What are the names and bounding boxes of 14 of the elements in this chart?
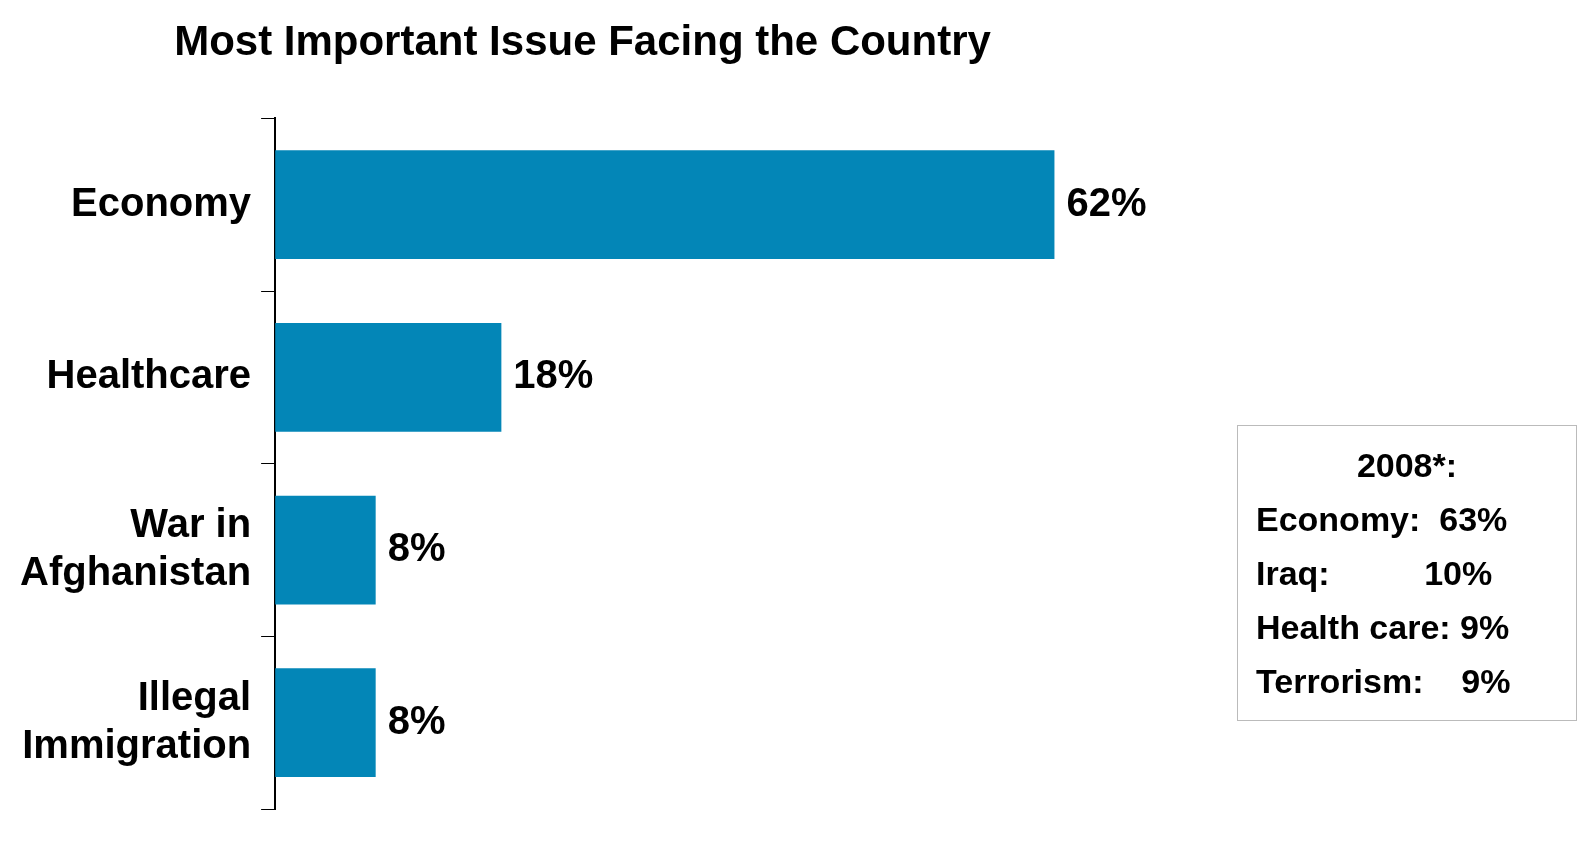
text: Economy: 63% [1256, 499, 1509, 540]
data-label: 62% [1066, 179, 1147, 224]
text: Health care: 9% [1256, 607, 1511, 648]
text: Iraq: 10% [1256, 553, 1494, 594]
y-tick-label: Healthcare [46, 352, 252, 397]
data-label: 8% [387, 697, 446, 742]
data-label: 18% [513, 352, 594, 397]
chart-title: Most Important Issue Facing the Country [174, 16, 992, 64]
y-tick-label: War in Afghanistan [19, 501, 252, 594]
y-tick-label: Illegal Immigration [22, 673, 252, 766]
y-tick-label: Economy [71, 179, 252, 224]
text: 2008*: [1355, 445, 1459, 486]
text: Terrorism: 9% [1256, 661, 1512, 702]
data-label: 8% [387, 525, 446, 570]
